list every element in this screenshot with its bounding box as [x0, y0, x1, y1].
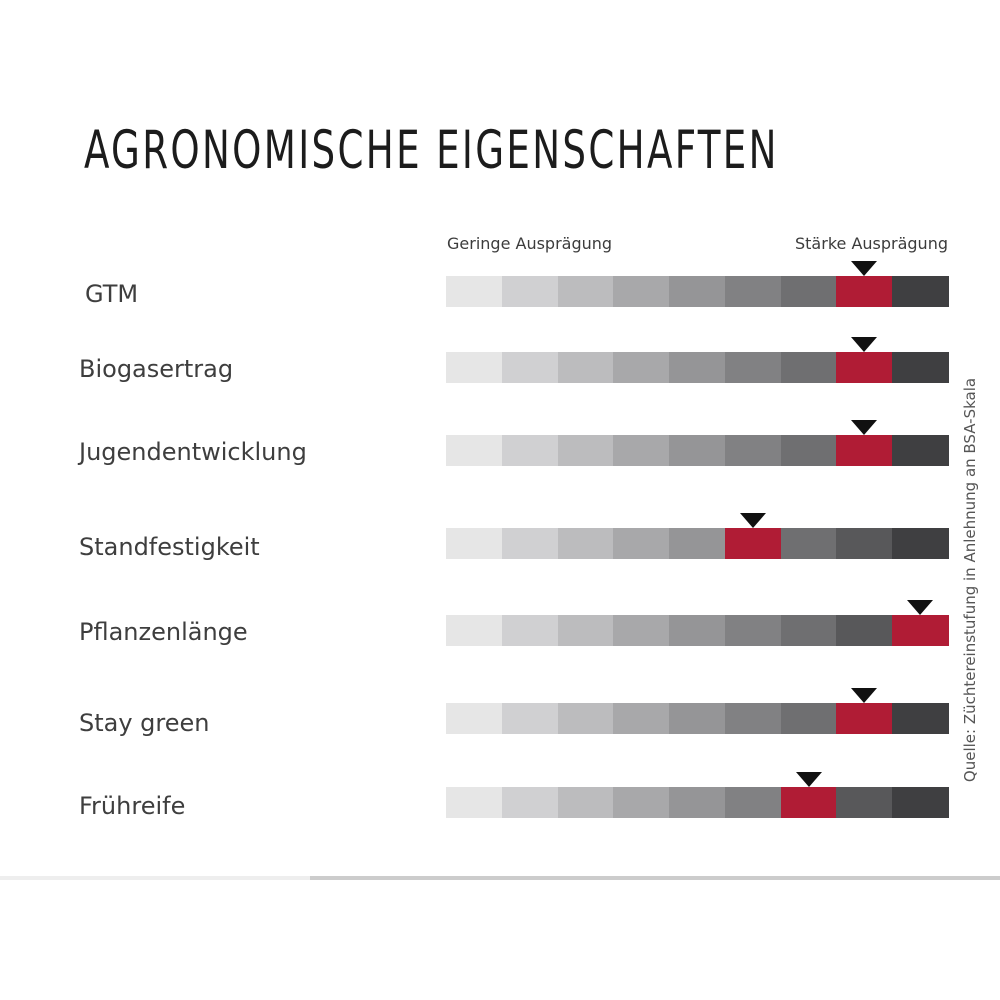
rating-segment-selected: [892, 615, 949, 646]
rating-segment: [446, 703, 503, 734]
rating-segment: [557, 528, 614, 559]
row-label: Biogasertrag: [79, 355, 234, 383]
rating-bar: [446, 276, 949, 307]
rating-bar: [446, 703, 949, 734]
rating-segment: [669, 352, 726, 383]
rating-segment: [836, 615, 893, 646]
rating-marker-icon: [851, 688, 878, 703]
rating-segment: [557, 703, 614, 734]
rating-segment: [501, 615, 559, 646]
rating-segment: [557, 276, 614, 307]
rating-segment: [501, 276, 559, 307]
rating-marker-icon: [739, 513, 766, 528]
rating-segment: [724, 615, 782, 646]
rating-bar: [446, 528, 949, 559]
rating-segment: [501, 528, 559, 559]
rating-segment: [446, 435, 503, 466]
rating-segment: [501, 352, 559, 383]
rating-segment: [446, 787, 503, 818]
rating-segment: [613, 352, 670, 383]
rating-segment: [892, 276, 949, 307]
rating-segment: [669, 703, 726, 734]
rating-segment: [501, 703, 559, 734]
rating-segment: [446, 528, 503, 559]
row-label: GTM: [85, 280, 139, 308]
rating-marker-icon: [795, 772, 822, 787]
row-label: Frühreife: [79, 792, 186, 820]
rating-bar: [446, 435, 949, 466]
rating-segment: [892, 787, 949, 818]
rating-segment-selected: [836, 703, 893, 734]
rating-segment: [724, 435, 782, 466]
source-note: Quelle: Züchtereinstufung in Anlehnung a…: [961, 377, 979, 783]
chart-title: AGRONOMISCHE EIGENSCHAFTEN: [84, 120, 779, 181]
rating-segment-selected: [780, 787, 838, 818]
rating-marker-icon: [907, 600, 934, 615]
rating-segment: [780, 528, 838, 559]
rating-segment: [669, 615, 726, 646]
rating-bar: [446, 615, 949, 646]
rating-segment: [613, 787, 670, 818]
rating-segment: [613, 435, 670, 466]
rating-segment: [669, 787, 726, 818]
scale-high-label: Stärke Ausprägung: [795, 234, 948, 253]
footer-divider: [0, 876, 1000, 880]
rating-segment: [613, 615, 670, 646]
rating-segment: [892, 352, 949, 383]
rating-segment-selected: [836, 276, 893, 307]
scale-low-label: Geringe Ausprägung: [447, 234, 613, 253]
rating-segment-selected: [836, 352, 893, 383]
rating-segment: [557, 787, 614, 818]
rating-segment: [892, 435, 949, 466]
rating-segment: [669, 528, 726, 559]
rating-marker-icon: [851, 261, 878, 276]
rating-segment: [836, 528, 893, 559]
rating-bar: [446, 787, 949, 818]
rating-segment: [724, 276, 782, 307]
rating-segment: [446, 352, 503, 383]
row-label: Stay green: [79, 709, 210, 737]
rating-bar: [446, 352, 949, 383]
row-label: Standfestigkeit: [79, 533, 260, 561]
row-label: Pflanzenlänge: [79, 618, 248, 646]
rating-segment: [613, 703, 670, 734]
rating-segment: [669, 435, 726, 466]
rating-segment: [669, 276, 726, 307]
rating-segment-selected: [836, 435, 893, 466]
rating-segment: [780, 276, 838, 307]
rating-segment: [613, 528, 670, 559]
rating-segment: [780, 615, 838, 646]
rating-segment: [780, 435, 838, 466]
rating-segment: [557, 615, 614, 646]
row-label: Jugendentwicklung: [79, 438, 307, 466]
rating-segment: [780, 703, 838, 734]
rating-segment-selected: [724, 528, 782, 559]
rating-segment: [892, 703, 949, 734]
rating-segment: [724, 787, 782, 818]
rating-segment: [446, 276, 503, 307]
rating-segment: [836, 787, 893, 818]
rating-segment: [557, 352, 614, 383]
rating-segment: [724, 352, 782, 383]
rating-segment: [724, 703, 782, 734]
rating-segment: [892, 528, 949, 559]
rating-marker-icon: [851, 337, 878, 352]
rating-segment: [780, 352, 838, 383]
rating-marker-icon: [851, 420, 878, 435]
rating-segment: [613, 276, 670, 307]
rating-segment: [446, 615, 503, 646]
rating-segment: [501, 435, 559, 466]
rating-segment: [557, 435, 614, 466]
rating-segment: [501, 787, 559, 818]
